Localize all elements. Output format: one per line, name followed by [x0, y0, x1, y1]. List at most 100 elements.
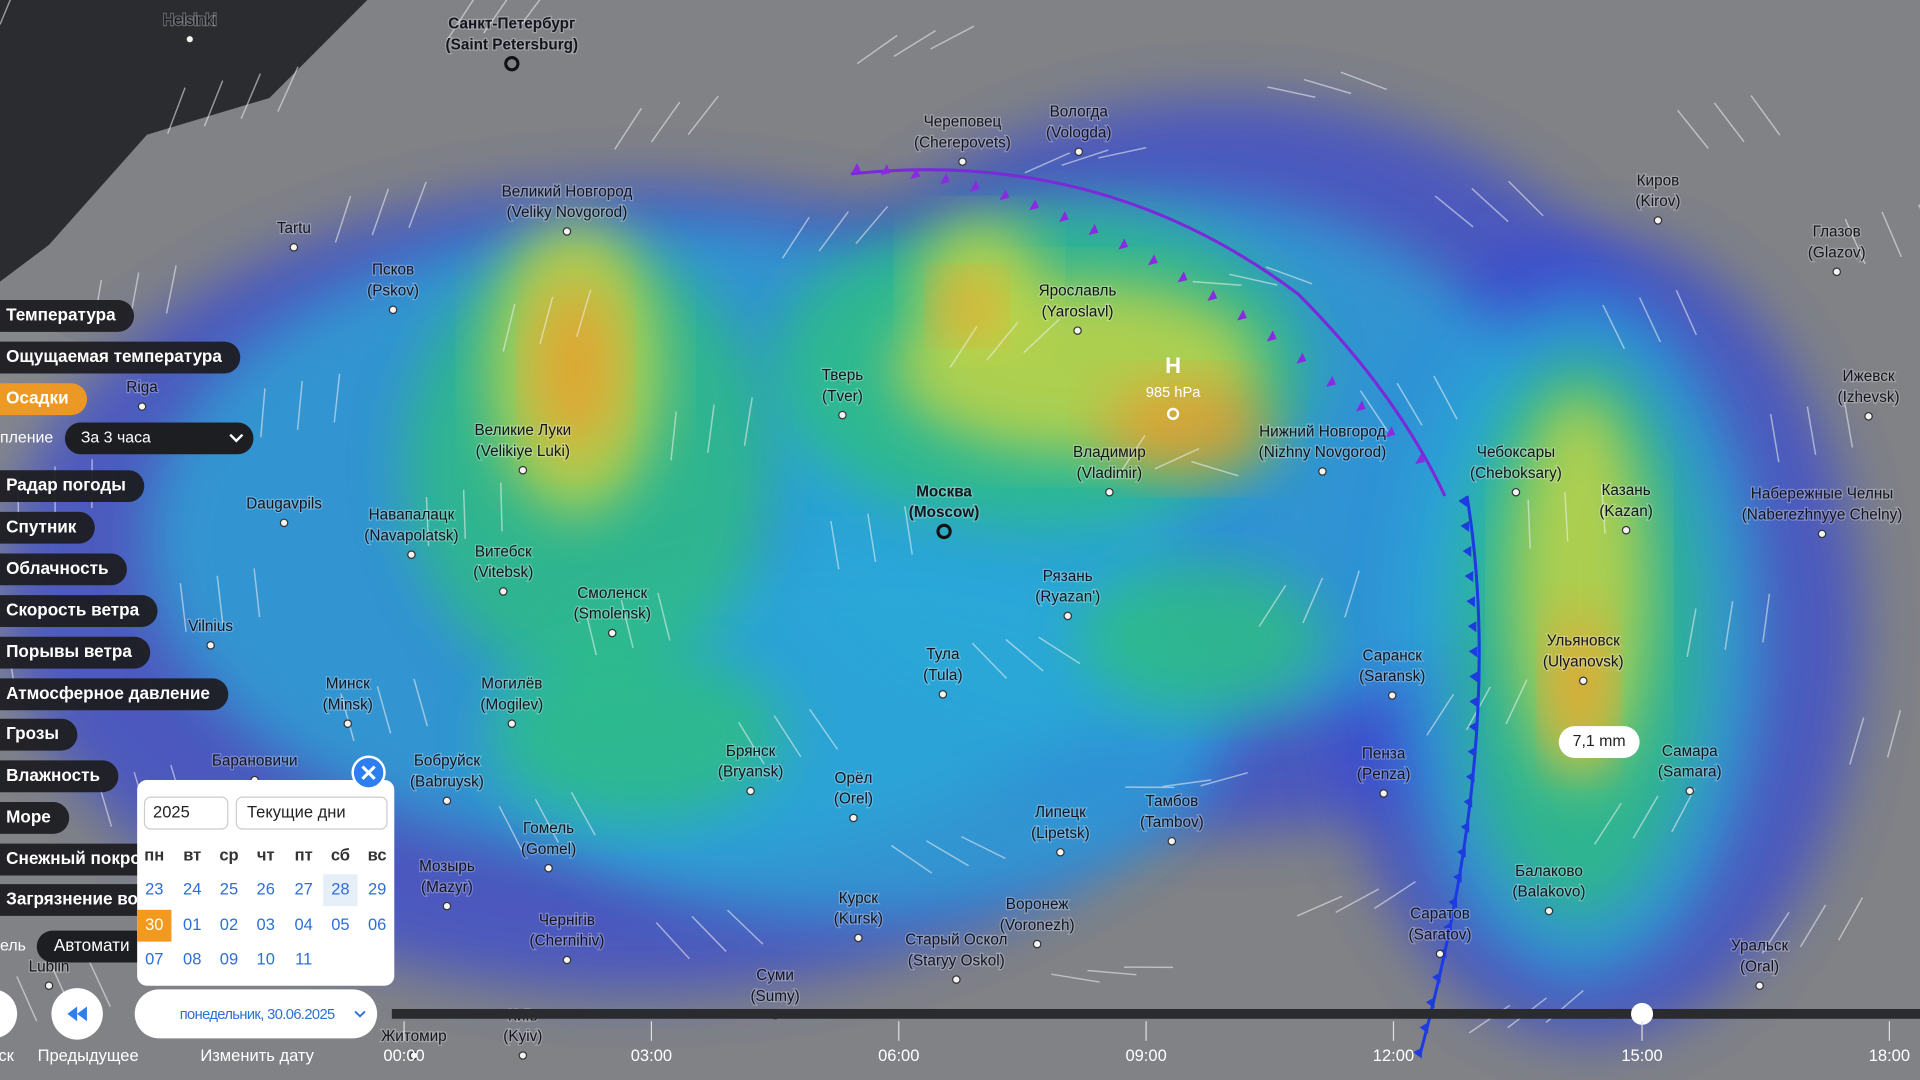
wind-streak [576, 289, 592, 337]
weekday: сб [331, 845, 350, 864]
calendar-day[interactable]: 24 [183, 880, 201, 899]
wind-streak [1296, 895, 1343, 917]
front-tooth [1266, 330, 1277, 342]
front-tooth [1458, 495, 1467, 507]
wind-streak [1098, 146, 1147, 159]
menu-item[interactable] [0, 300, 135, 332]
menu-item[interactable] [0, 383, 88, 416]
calendar-day[interactable]: 04 [294, 915, 312, 934]
calendar-day[interactable]: 27 [294, 880, 312, 899]
calendar-day[interactable]: 26 [257, 880, 275, 899]
date-pill[interactable] [134, 989, 378, 1039]
menu-item[interactable] [0, 802, 70, 834]
menu-item[interactable] [0, 511, 95, 544]
city-name: Ижевск [1843, 368, 1895, 385]
city-dot [1056, 847, 1065, 857]
menu-item[interactable] [0, 470, 145, 503]
wind-streak [1265, 266, 1313, 285]
city-name: Вологда [1050, 104, 1109, 121]
timeline-knob[interactable] [1631, 1002, 1654, 1025]
city-name: Саранск [1362, 647, 1422, 664]
menu-item[interactable] [0, 636, 151, 669]
calendar-day[interactable]: 28 [331, 880, 349, 899]
calendar-day[interactable]: 10 [257, 949, 275, 968]
menu-item[interactable] [0, 678, 229, 711]
city-latin: (Vitebsk) [473, 564, 533, 581]
warm-front [850, 168, 1447, 497]
wind-streak [1154, 447, 1200, 470]
city-name: Бобруйск [414, 753, 480, 770]
city-dot [936, 523, 952, 540]
year-select[interactable] [143, 796, 229, 830]
city-latin: (Kyiv) [503, 1028, 542, 1045]
change-date-label: Изменить дату [200, 1046, 314, 1065]
calendar-day[interactable]: 29 [368, 880, 386, 899]
wind-streak [408, 181, 427, 229]
city-name: Воронеж [1006, 896, 1070, 913]
calendar-day[interactable]: 25 [220, 880, 238, 899]
calendar-day[interactable]: 05 [331, 915, 349, 934]
menu-item[interactable] [0, 884, 157, 916]
city-latin: (Veliky Novgorod) [507, 204, 628, 221]
pressure-value: 985 hPa [1146, 385, 1202, 401]
wind-streak [446, 0, 475, 41]
calendar-day[interactable]: 23 [145, 880, 163, 899]
wind-streak [1396, 382, 1423, 426]
menu-item[interactable] [0, 718, 78, 751]
wind-streak [0, 0, 11, 25]
menu-item[interactable] [0, 341, 241, 374]
pressure-dot [1166, 407, 1180, 420]
model-label: ель [0, 938, 26, 955]
wind-streak [88, 961, 111, 1007]
city-latin: (Tver) [822, 388, 863, 405]
day-selected-bg [137, 909, 172, 942]
wind-streak [1676, 109, 1709, 149]
calendar-day[interactable]: 01 [183, 915, 201, 934]
precip-select[interactable] [64, 422, 254, 455]
city-name: Самара [1662, 743, 1718, 760]
wind-streak [893, 30, 936, 57]
city-name: Смоленск [577, 585, 647, 602]
date-value: понедельник, 30.06.2025 [180, 1007, 335, 1023]
menu-item[interactable] [0, 760, 119, 793]
calendar-day[interactable]: 09 [220, 949, 238, 968]
menu-item[interactable] [0, 843, 160, 876]
menu-item[interactable] [0, 553, 127, 586]
city-latin: (Kirov) [1635, 193, 1680, 210]
city-name: Уральск [1731, 938, 1789, 955]
city-name: Глазов [1813, 224, 1861, 241]
wind-streak [1750, 95, 1781, 136]
wind-streak [277, 66, 299, 112]
city-latin: (Lipetsk) [1031, 825, 1090, 842]
calendar-day[interactable]: 08 [183, 949, 201, 968]
menu-item[interactable] [0, 595, 158, 627]
play-button[interactable] [0, 989, 18, 1038]
city-name: Старый Оскол [905, 931, 1007, 948]
wind-streak [1632, 795, 1659, 839]
calendar-day[interactable]: 11 [295, 949, 312, 968]
calendar-day[interactable]: 06 [368, 915, 386, 934]
wind-streak [1806, 406, 1817, 455]
model-select[interactable] [36, 930, 160, 963]
wind-streak [1508, 180, 1544, 217]
city-dot [544, 863, 553, 873]
wind-streak [165, 265, 177, 314]
precip-blob [532, 281, 619, 454]
city-name: Daugavpils [246, 496, 322, 513]
wind-streak [687, 95, 719, 136]
city-dot [1832, 267, 1842, 277]
calendar-day[interactable]: 03 [257, 915, 275, 934]
model-value: Автомати [54, 935, 130, 955]
wind-streak [240, 73, 261, 120]
city-name: Саратов [1410, 906, 1470, 923]
wind-streak [1886, 710, 1902, 758]
calendar-day[interactable]: 07 [145, 949, 163, 968]
range-select[interactable] [235, 796, 388, 830]
calendar-day[interactable]: 30 [145, 915, 163, 934]
timeline-track [391, 1008, 1920, 1019]
calendar-day[interactable]: 02 [220, 915, 238, 934]
timeline-time: 15:00 [1621, 1046, 1662, 1065]
city-latin: (Voronezh) [1000, 917, 1075, 934]
